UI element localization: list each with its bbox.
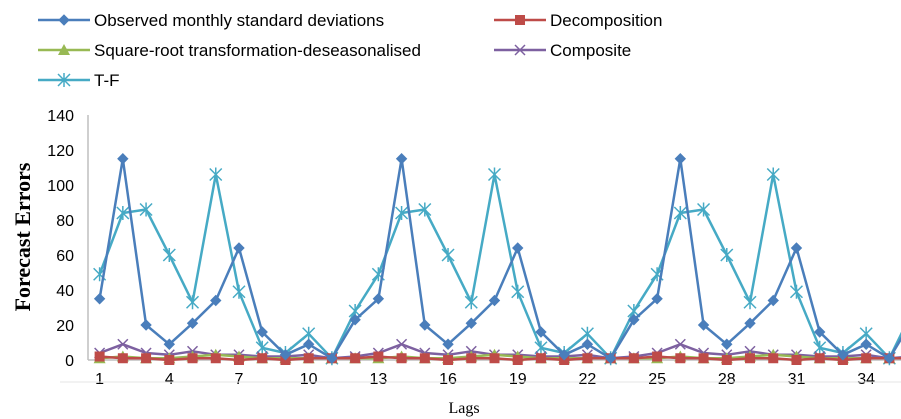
x-tick-label: 7 bbox=[235, 371, 244, 388]
data-point bbox=[304, 353, 314, 363]
y-tick-labels: 0 20 40 60 80 100 120 140 bbox=[47, 108, 74, 370]
x-tick-label: 22 bbox=[579, 371, 597, 388]
plot-area: 0 20 40 60 80 100 120 140 1 4 7 10 13 16 19 22 25 28 31 34 bbox=[47, 108, 901, 388]
x-tick-label: 13 bbox=[369, 371, 387, 388]
data-point bbox=[234, 243, 244, 253]
data-point bbox=[582, 353, 592, 363]
data-point bbox=[141, 353, 151, 363]
legend-label: Square-root transformation-deseasonalise… bbox=[94, 41, 421, 60]
x-tick-label: 4 bbox=[165, 371, 174, 388]
legend-label: Decomposition bbox=[550, 11, 662, 30]
data-point bbox=[164, 355, 174, 365]
data-point bbox=[629, 353, 639, 363]
data-point bbox=[790, 285, 802, 299]
y-tick-label: 80 bbox=[56, 213, 74, 230]
x-axis-title: Lags bbox=[448, 400, 479, 417]
x-tick-label: 25 bbox=[648, 371, 666, 388]
data-point bbox=[490, 353, 500, 363]
data-point bbox=[652, 352, 662, 362]
data-point bbox=[95, 294, 105, 304]
legend-label: T-F bbox=[94, 71, 120, 90]
legend-label: Composite bbox=[550, 41, 631, 60]
data-point bbox=[675, 339, 685, 349]
data-point bbox=[118, 154, 128, 164]
data-point bbox=[675, 154, 685, 164]
y-tick-label: 0 bbox=[65, 353, 74, 370]
x-tick-label: 16 bbox=[439, 371, 457, 388]
data-point bbox=[234, 355, 244, 365]
x-tick-label: 19 bbox=[509, 371, 527, 388]
data-point bbox=[722, 355, 732, 365]
x-tick-label: 28 bbox=[718, 371, 736, 388]
data-point bbox=[118, 353, 128, 363]
data-point bbox=[373, 352, 383, 362]
data-point bbox=[815, 353, 825, 363]
x-tick-label: 34 bbox=[857, 371, 875, 388]
data-point bbox=[233, 285, 245, 299]
data-point bbox=[513, 243, 523, 253]
y-tick-label: 60 bbox=[56, 248, 74, 265]
legend-marker bbox=[515, 15, 525, 25]
series-layer bbox=[94, 154, 901, 366]
data-point bbox=[188, 353, 198, 363]
data-point bbox=[397, 339, 407, 349]
x-tick-label: 31 bbox=[788, 371, 806, 388]
data-point bbox=[699, 353, 709, 363]
data-point bbox=[767, 168, 779, 182]
legend-item-t-f: T-F bbox=[38, 71, 120, 90]
y-axis-title: Forecast Errors bbox=[10, 162, 35, 311]
data-point bbox=[442, 248, 454, 262]
data-point bbox=[397, 154, 407, 164]
data-point bbox=[257, 353, 267, 363]
data-point bbox=[791, 243, 801, 253]
x-tick-labels: 1 4 7 10 13 16 19 22 25 28 31 34 bbox=[95, 371, 875, 388]
data-point bbox=[350, 353, 360, 363]
data-point bbox=[536, 353, 546, 363]
legend-item-square-root-transformation-deseasonalised: Square-root transformation-deseasonalise… bbox=[38, 41, 421, 60]
data-point bbox=[489, 168, 501, 182]
series-decomposition bbox=[95, 352, 901, 366]
data-point bbox=[513, 355, 523, 365]
data-point bbox=[95, 352, 105, 362]
data-point bbox=[211, 353, 221, 363]
data-point bbox=[187, 295, 199, 309]
legend-item-composite: Composite bbox=[494, 41, 631, 60]
data-point bbox=[745, 353, 755, 363]
data-point bbox=[466, 353, 476, 363]
data-point bbox=[721, 248, 733, 262]
series-t-f bbox=[94, 168, 901, 366]
y-tick-label: 100 bbox=[47, 178, 74, 195]
y-tick-label: 120 bbox=[47, 143, 74, 160]
y-tick-label: 20 bbox=[56, 318, 74, 335]
data-point bbox=[420, 353, 430, 363]
data-point bbox=[861, 353, 871, 363]
data-point bbox=[397, 353, 407, 363]
data-point bbox=[744, 295, 756, 309]
chart-legend: Observed monthly standard deviations Deco… bbox=[38, 11, 662, 90]
data-point bbox=[512, 285, 524, 299]
legend-label: Observed monthly standard deviations bbox=[94, 11, 384, 30]
legend-item-observed-monthly-standard-deviations: Observed monthly standard deviations bbox=[38, 11, 384, 30]
data-point bbox=[118, 339, 128, 349]
data-point bbox=[465, 295, 477, 309]
y-tick-label: 140 bbox=[47, 108, 74, 125]
data-point bbox=[768, 353, 778, 363]
legend-marker bbox=[59, 15, 69, 25]
data-point bbox=[163, 248, 175, 262]
data-point bbox=[210, 168, 222, 182]
legend-item-decomposition: Decomposition bbox=[494, 11, 662, 30]
x-tick-label: 1 bbox=[95, 371, 104, 388]
y-tick-label: 40 bbox=[56, 283, 74, 300]
data-point bbox=[443, 355, 453, 365]
x-tick-label: 10 bbox=[300, 371, 318, 388]
series-line bbox=[100, 175, 901, 359]
data-point bbox=[791, 355, 801, 365]
data-point bbox=[675, 353, 685, 363]
